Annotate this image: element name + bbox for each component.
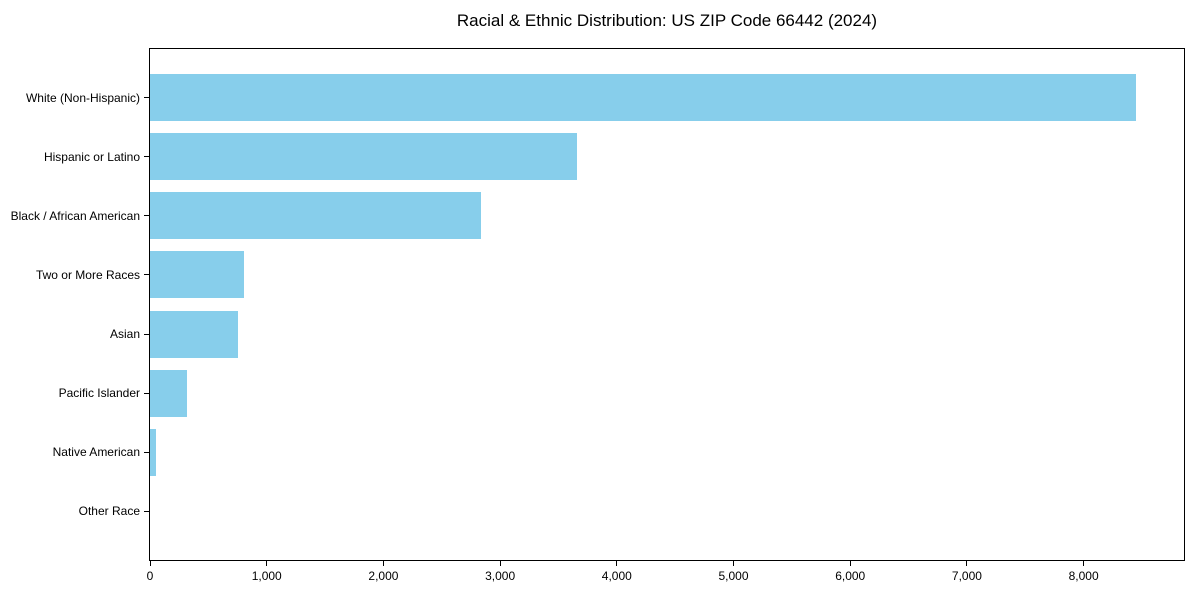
x-tick-label: 6,000: [835, 569, 866, 583]
y-tick-label: White (Non-Hispanic): [25, 90, 140, 105]
bar: [150, 369, 188, 417]
chart-title: Racial & Ethnic Distribution: US ZIP Cod…: [456, 11, 878, 30]
y-tick-mark: [144, 510, 149, 512]
bar: [150, 428, 156, 476]
y-tick-label: Other Race: [78, 504, 140, 519]
x-tick-mark: [966, 561, 968, 566]
y-tick-label: Asian: [109, 327, 140, 342]
x-tick-mark: [149, 561, 151, 566]
plot-area: [149, 48, 1185, 561]
y-tick-label: Black / African American: [10, 208, 140, 223]
x-tick-label: 1,000: [251, 569, 282, 583]
x-tick-mark: [1083, 561, 1085, 566]
bar: [150, 192, 482, 240]
x-tick-label: 4,000: [601, 569, 632, 583]
x-tick-mark: [266, 561, 268, 566]
y-tick-mark: [144, 274, 149, 276]
y-tick-label: Hispanic or Latino: [43, 149, 140, 164]
x-tick-label: 8,000: [1068, 569, 1099, 583]
y-tick-mark: [144, 451, 149, 453]
x-tick-label: 0: [146, 569, 154, 583]
bar: [150, 251, 244, 299]
x-tick-mark: [849, 561, 851, 566]
x-tick-label: 7,000: [951, 569, 982, 583]
bar: [150, 310, 239, 358]
x-tick-label: 3,000: [485, 569, 516, 583]
bar: [150, 74, 1137, 122]
y-tick-mark: [144, 215, 149, 217]
y-tick-mark: [144, 156, 149, 158]
x-tick-label: 5,000: [718, 569, 749, 583]
y-tick-label: Native American: [52, 445, 140, 460]
y-tick-label: Two or More Races: [35, 267, 140, 282]
x-tick-mark: [499, 561, 501, 566]
bar: [150, 133, 578, 181]
x-tick-mark: [733, 561, 735, 566]
y-tick-label: Pacific Islander: [58, 386, 140, 401]
x-tick-mark: [616, 561, 618, 566]
y-tick-mark: [144, 392, 149, 394]
y-tick-mark: [144, 333, 149, 335]
x-tick-label: 2,000: [368, 569, 399, 583]
y-tick-mark: [144, 97, 149, 99]
x-tick-mark: [382, 561, 384, 566]
